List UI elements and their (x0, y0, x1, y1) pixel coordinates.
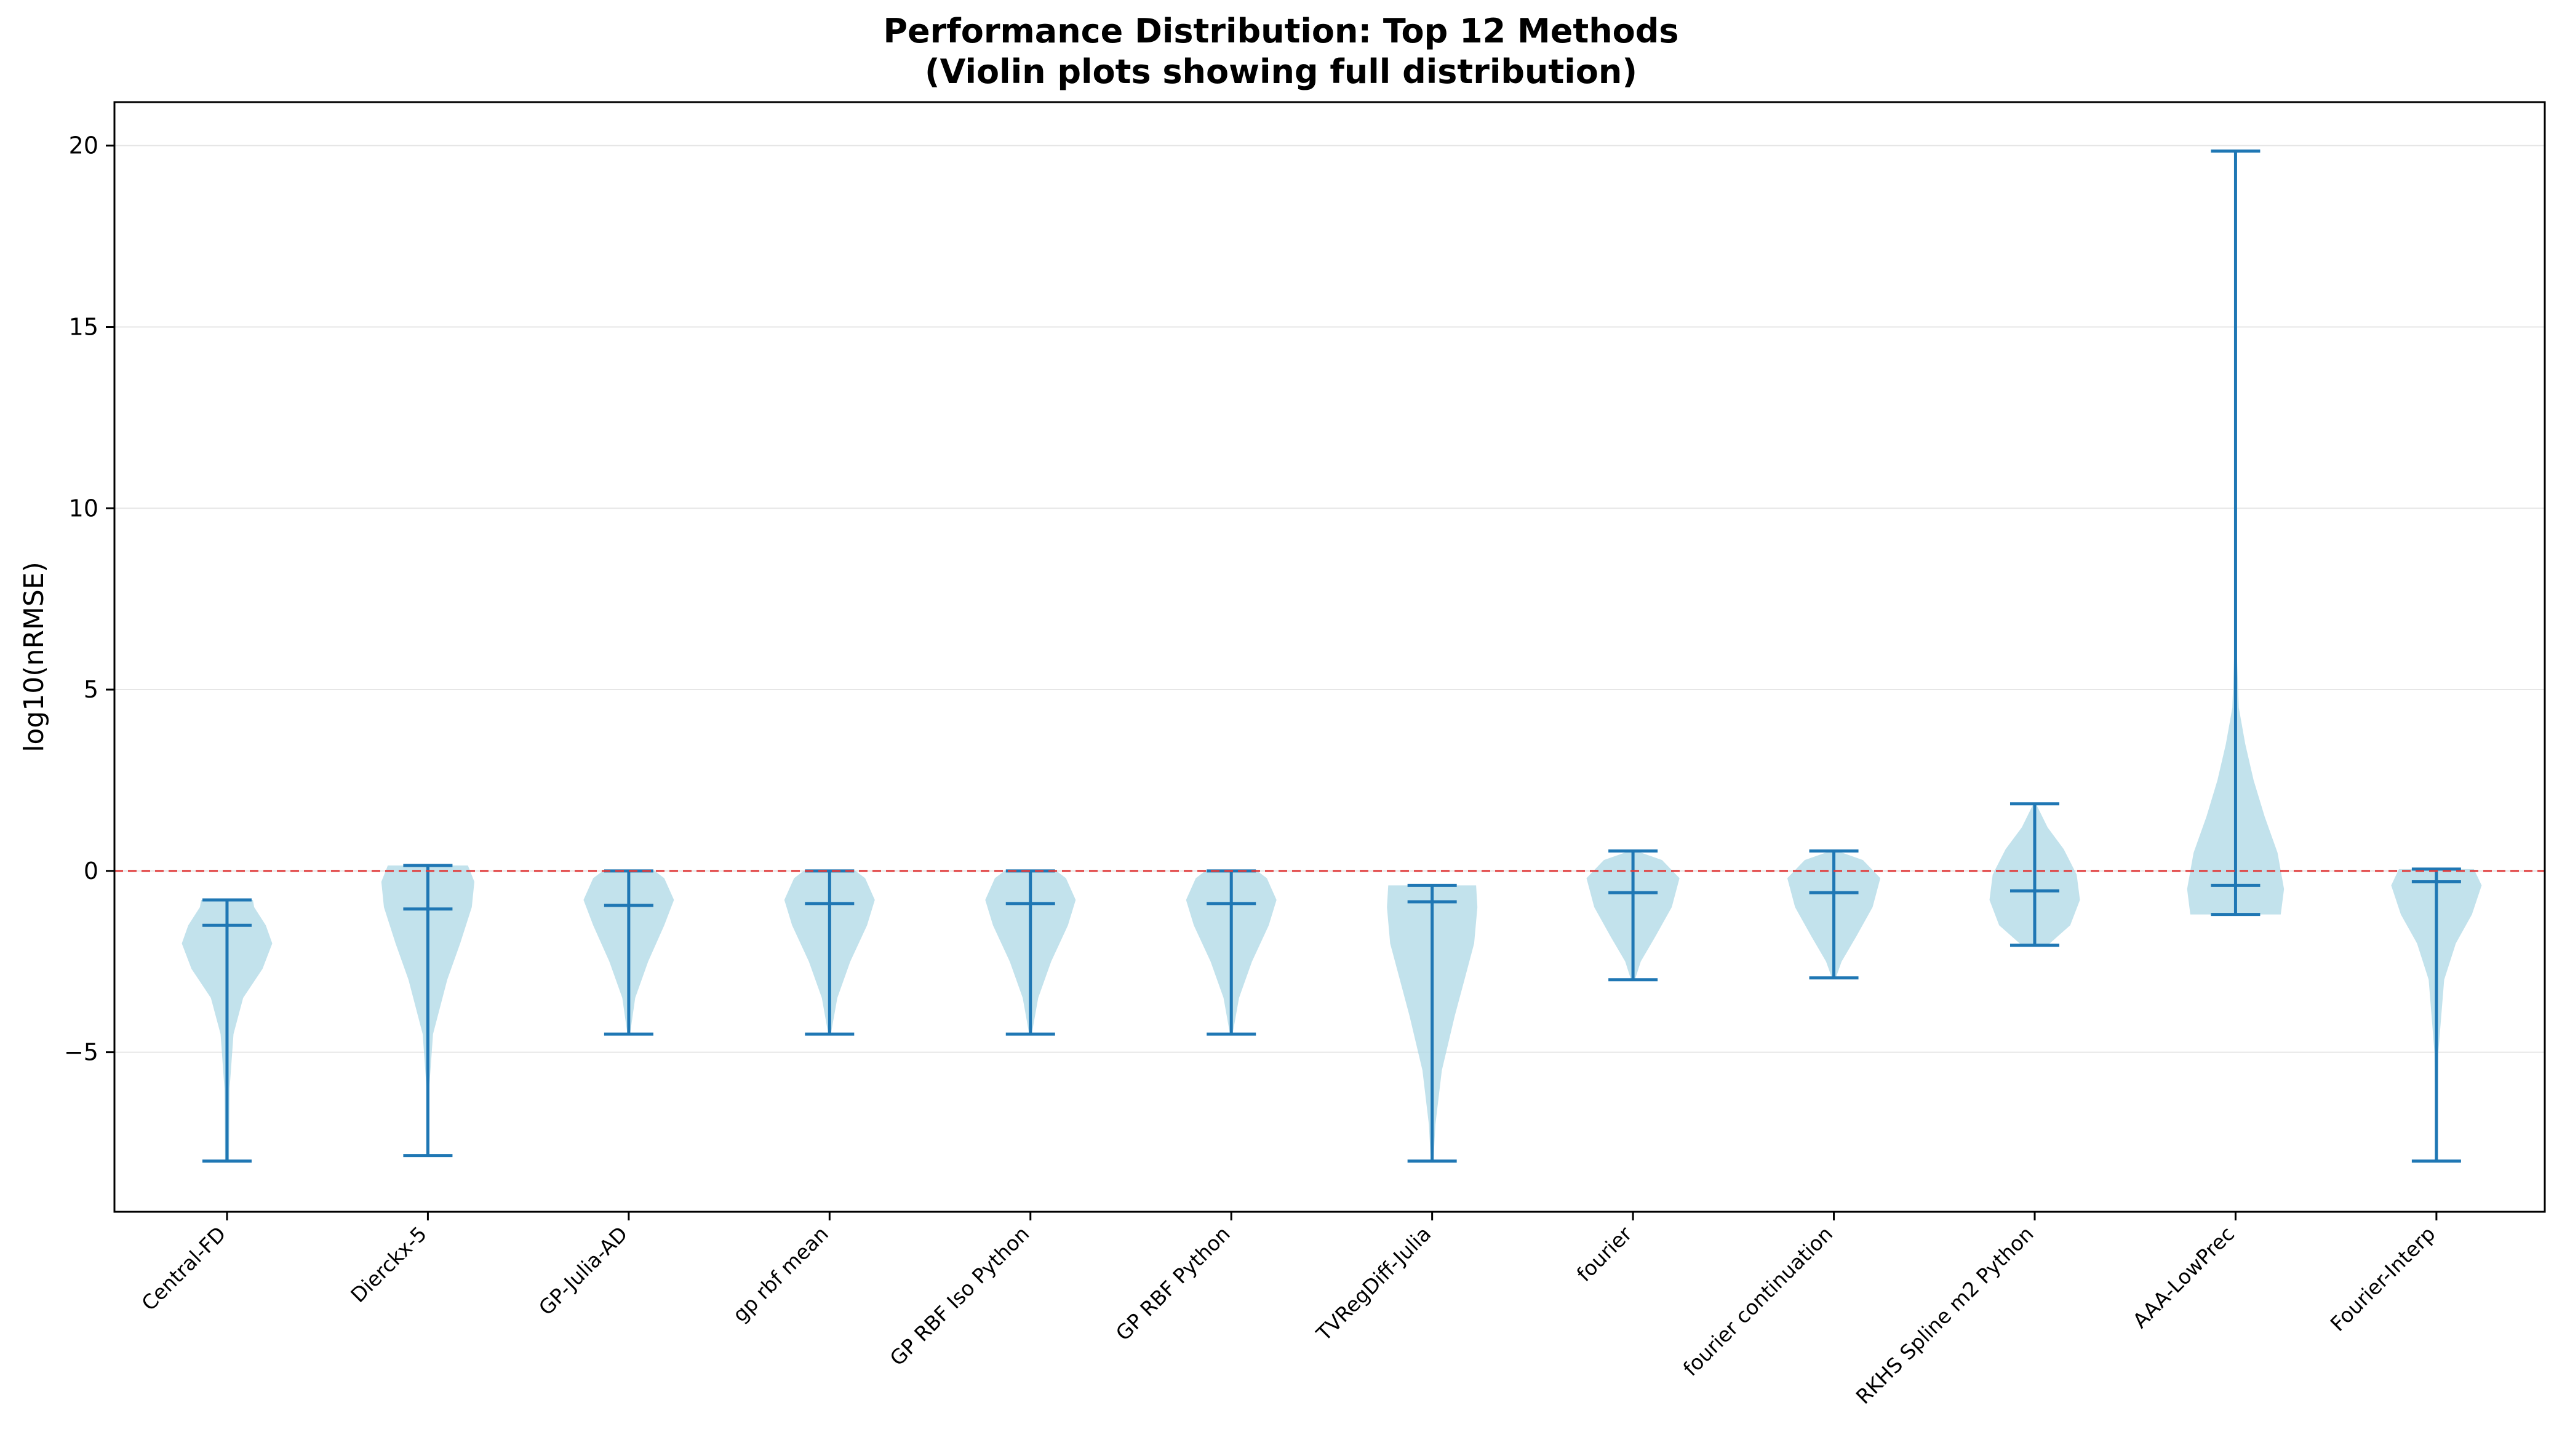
y-tick-label: 10 (69, 495, 98, 522)
grid-layer (114, 145, 2545, 1053)
x-tick-label: GP-Julia-AD (534, 1222, 633, 1320)
y-axis-label: log10(nRMSE) (18, 562, 50, 752)
chart-subtitle: (Violin plots showing full distribution) (924, 52, 1638, 91)
x-tick-label: Fourier-Interp (2326, 1222, 2440, 1336)
y-tick-label: 5 (84, 676, 98, 703)
x-tick-label: gp rbf mean (728, 1222, 833, 1327)
y-tick-label: −5 (64, 1039, 98, 1066)
x-tick-label: fourier continuation (1678, 1222, 1837, 1380)
chart-title: Performance Distribution: Top 12 Methods… (0, 11, 2562, 92)
x-tick-label: fourier (1572, 1222, 1637, 1286)
y-tick-label: 20 (69, 132, 98, 159)
whisker-layer (202, 149, 2461, 1163)
x-tick-label: TVRegDiff-Julia (1311, 1222, 1435, 1346)
chart-title-line1: Performance Distribution: Top 12 Methods (883, 12, 1679, 50)
y-tick-label: 0 (84, 857, 98, 885)
plot-frame (113, 101, 2546, 1213)
axis-layer: −5 0 5 10 15 20 Central-FD Dierckx-5 GP-Julia-AD… (64, 132, 2440, 1409)
violin-layer (182, 151, 2482, 1161)
x-tick-label: GP RBF Iso Python (885, 1222, 1034, 1370)
x-tick-label: Central-FD (137, 1222, 230, 1315)
x-tick-label: GP RBF Python (1111, 1222, 1235, 1345)
x-tick-label: AAA-LowPrec (2128, 1222, 2240, 1333)
y-tick-label: 15 (69, 314, 98, 341)
x-tick-label: RKHS Spline m2 Python (1851, 1222, 2038, 1409)
x-tick-label: Dierckx-5 (346, 1222, 431, 1307)
